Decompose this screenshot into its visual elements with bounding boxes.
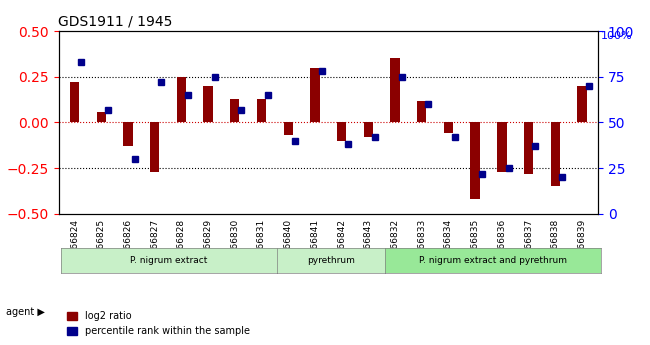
Bar xyxy=(97,111,106,122)
Bar xyxy=(497,122,506,172)
Text: pyrethrum: pyrethrum xyxy=(307,256,355,265)
Bar xyxy=(203,86,213,122)
Bar xyxy=(70,82,79,122)
Bar xyxy=(524,122,533,174)
Bar xyxy=(177,77,186,122)
Bar xyxy=(257,99,266,122)
Text: agent ▶: agent ▶ xyxy=(6,307,46,317)
Bar xyxy=(230,99,239,122)
Text: P. nigrum extract and pyrethrum: P. nigrum extract and pyrethrum xyxy=(419,256,567,265)
Bar xyxy=(391,59,400,122)
Bar xyxy=(283,122,293,135)
Text: 100%: 100% xyxy=(601,31,632,41)
Bar xyxy=(363,122,373,137)
Bar xyxy=(150,122,159,172)
Bar xyxy=(310,68,320,122)
Bar xyxy=(551,122,560,187)
Bar xyxy=(337,122,346,141)
Legend: log2 ratio, percentile rank within the sample: log2 ratio, percentile rank within the s… xyxy=(63,307,254,340)
Bar xyxy=(444,122,453,134)
Bar xyxy=(417,100,426,122)
Bar xyxy=(124,122,133,146)
Bar xyxy=(577,86,587,122)
Text: P. nigrum extract: P. nigrum extract xyxy=(131,256,208,265)
Bar xyxy=(471,122,480,199)
Text: GDS1911 / 1945: GDS1911 / 1945 xyxy=(58,14,173,29)
